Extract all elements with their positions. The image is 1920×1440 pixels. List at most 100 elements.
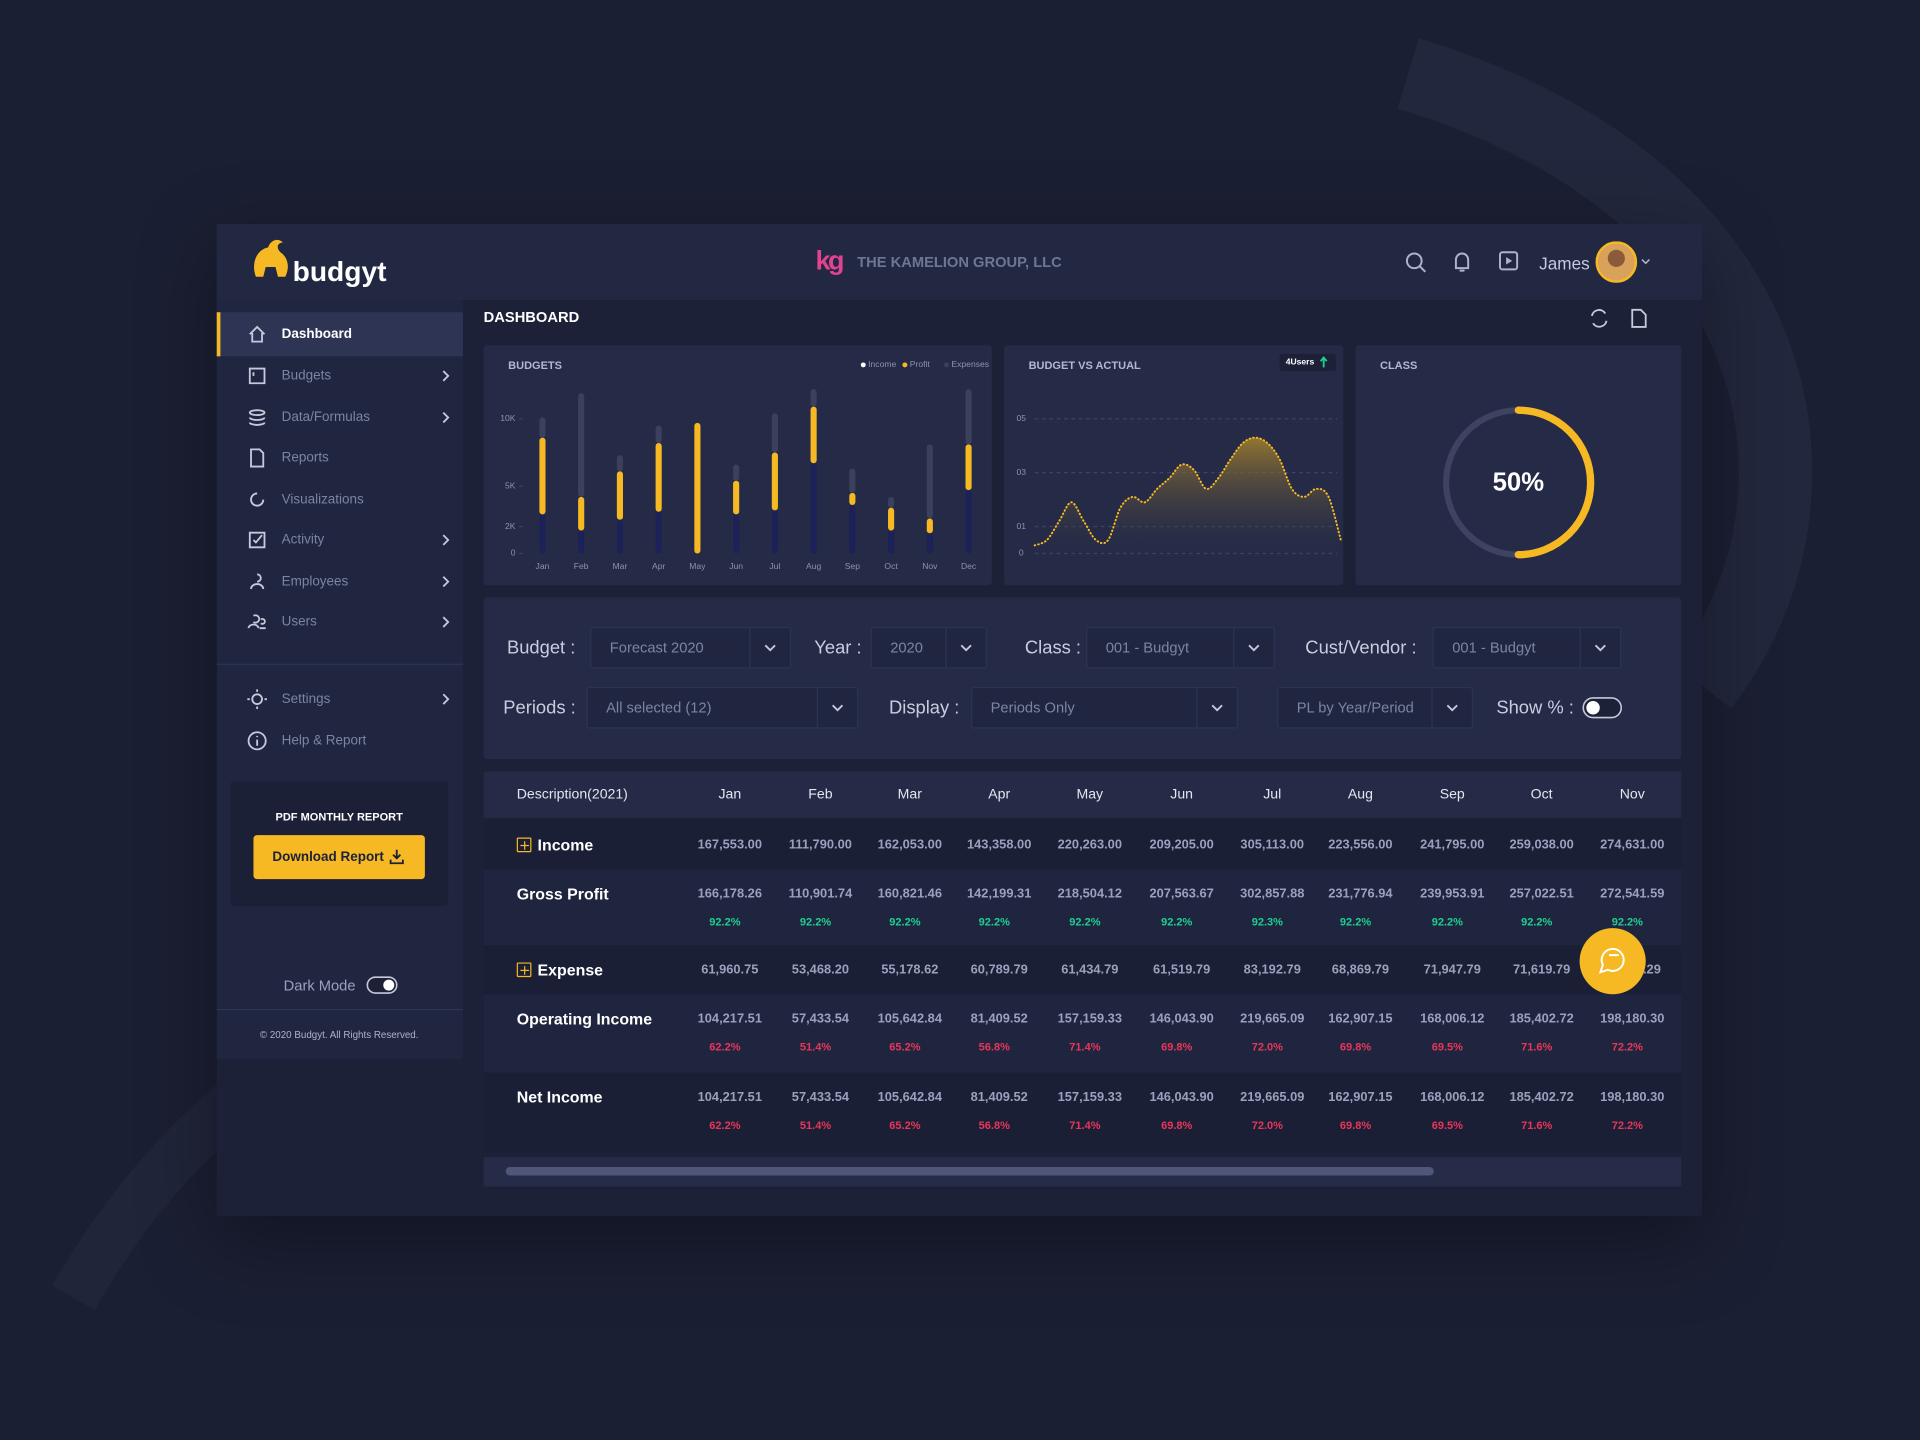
cell-percent: 71.4% bbox=[1069, 1040, 1101, 1054]
filter-value[interactable]: Periods Only bbox=[990, 699, 1075, 717]
notification-icon[interactable] bbox=[1454, 252, 1470, 272]
menu-icon-glyph bbox=[250, 492, 265, 507]
cell-value: 207,563.67 bbox=[1149, 886, 1214, 902]
menu-icon[interactable] bbox=[245, 528, 269, 552]
menu-icon[interactable] bbox=[245, 610, 269, 634]
filter-select[interactable] bbox=[1086, 626, 1275, 669]
expand-icon[interactable] bbox=[516, 837, 532, 853]
refresh-icon[interactable] bbox=[1590, 309, 1608, 328]
column-header: Description(2021) bbox=[516, 787, 628, 803]
avatar-chevron bbox=[1641, 259, 1650, 265]
dark-mode-toggle[interactable] bbox=[366, 976, 400, 996]
menu-icon[interactable] bbox=[245, 687, 269, 711]
filter-value[interactable]: 2020 bbox=[890, 639, 923, 657]
filter-select[interactable] bbox=[590, 626, 792, 669]
scrollbar-thumb[interactable] bbox=[505, 1166, 1434, 1176]
download-button-label[interactable]: Download Report bbox=[272, 849, 384, 865]
annotation-text: 4Users bbox=[1286, 357, 1315, 367]
table-row bbox=[483, 945, 1682, 995]
x-tick-label: Apr bbox=[652, 561, 665, 571]
user-avatar[interactable] bbox=[1595, 241, 1655, 283]
cell-percent: 92.2% bbox=[1069, 915, 1101, 929]
filter-chevron-glyph bbox=[764, 644, 776, 652]
company-mark: kg bbox=[815, 244, 845, 276]
bar-segment bbox=[578, 496, 585, 531]
show-percent-toggle[interactable] bbox=[1581, 696, 1625, 720]
menu-item[interactable]: Reports bbox=[281, 450, 329, 466]
cell-value: 198,180.30 bbox=[1600, 1011, 1665, 1027]
filter-value[interactable]: PL by Year/Period bbox=[1296, 699, 1414, 717]
chat-circle bbox=[1579, 928, 1646, 995]
menu-icon[interactable] bbox=[245, 569, 269, 593]
filter-value[interactable]: Forecast 2020 bbox=[609, 639, 704, 657]
cell-value: 162,053.00 bbox=[877, 837, 942, 853]
menu-item[interactable]: Settings bbox=[281, 691, 331, 707]
menu-item[interactable]: Dashboard bbox=[281, 326, 353, 342]
y-tick-label: 10K bbox=[500, 413, 516, 423]
cell-percent: 71.6% bbox=[1521, 1040, 1553, 1054]
cell-value: 218,504.12 bbox=[1057, 886, 1122, 902]
filter-chevron bbox=[1594, 644, 1606, 652]
menu-icon[interactable] bbox=[245, 322, 269, 346]
cell-percent: 92.3% bbox=[1251, 915, 1283, 929]
menu-item[interactable]: Visualizations bbox=[281, 492, 364, 507]
cell-percent: 72.0% bbox=[1251, 1119, 1283, 1132]
menu-item[interactable]: Employees bbox=[281, 574, 349, 589]
cell-value: 162,907.15 bbox=[1328, 1011, 1393, 1027]
cell-value: 105,642.84 bbox=[877, 1089, 942, 1105]
menu-icon-glyph bbox=[248, 409, 266, 426]
search-icon[interactable] bbox=[1405, 252, 1423, 270]
export-icon[interactable] bbox=[1631, 308, 1647, 328]
menu-arrow bbox=[442, 534, 450, 546]
menu-item[interactable]: Help & Report bbox=[281, 733, 367, 749]
table-row bbox=[483, 994, 1682, 1073]
cell-value: 185,402.72 bbox=[1509, 1011, 1574, 1027]
menu-icon[interactable] bbox=[245, 364, 269, 388]
annotation-arrow bbox=[1319, 356, 1328, 368]
header-icons bbox=[1405, 251, 1519, 273]
cell-value: 105,642.84 bbox=[877, 1011, 942, 1027]
filter-value[interactable]: 001 - Budgyt bbox=[1452, 639, 1536, 657]
menu-icon[interactable] bbox=[245, 487, 269, 511]
menu-arrow-glyph bbox=[442, 576, 450, 588]
bar-segment bbox=[965, 444, 972, 491]
chat-button[interactable] bbox=[1576, 926, 1649, 999]
dark-mode-label: Dark Mode bbox=[283, 977, 356, 995]
video-icon[interactable] bbox=[1499, 251, 1519, 271]
filter-select[interactable] bbox=[1432, 626, 1622, 669]
menu-arrow bbox=[442, 576, 450, 588]
menu-icon[interactable] bbox=[245, 405, 269, 429]
bar-segment bbox=[888, 530, 895, 554]
cell-percent: 51.4% bbox=[799, 1119, 832, 1132]
filter-value[interactable]: 001 - Budgyt bbox=[1105, 639, 1190, 657]
row-label: Operating Income bbox=[516, 1009, 653, 1028]
cell-percent: 56.8% bbox=[978, 1040, 1010, 1054]
user-name[interactable]: James bbox=[1539, 253, 1590, 274]
menu-icon[interactable] bbox=[245, 446, 269, 470]
filter-chevron-glyph bbox=[832, 704, 844, 712]
menu-arrow-glyph bbox=[442, 534, 450, 546]
cell-value: 61,434.79 bbox=[1061, 962, 1119, 978]
filter-select[interactable] bbox=[586, 686, 859, 729]
bar-segment bbox=[771, 510, 778, 554]
expand-plus-v bbox=[523, 965, 526, 975]
bar-segment bbox=[578, 393, 585, 497]
filter-select[interactable] bbox=[1277, 686, 1474, 729]
x-tick-label: Sep bbox=[845, 561, 860, 571]
menu-item[interactable]: Users bbox=[281, 614, 317, 630]
menu-item[interactable]: Budgets bbox=[281, 368, 332, 384]
menu-arrow-glyph bbox=[442, 693, 450, 705]
filter-select[interactable] bbox=[971, 686, 1238, 729]
company-name: THE KAMELION GROUP, LLC bbox=[857, 253, 1062, 271]
cell-percent: 72.2% bbox=[1611, 1119, 1643, 1132]
menu-icon[interactable] bbox=[245, 729, 269, 753]
cell-percent: 92.2% bbox=[1339, 915, 1372, 929]
menu-item[interactable]: Data/Formulas bbox=[281, 410, 370, 425]
menu-arrow bbox=[442, 370, 450, 382]
menu-item[interactable]: Activity bbox=[281, 532, 325, 548]
cell-value: 209,205.00 bbox=[1149, 837, 1214, 853]
filter-value[interactable]: All selected (12) bbox=[606, 699, 712, 717]
y-tick-label: 0 bbox=[511, 548, 516, 558]
expand-icon[interactable] bbox=[516, 962, 532, 978]
x-tick-label: Feb bbox=[574, 561, 589, 571]
